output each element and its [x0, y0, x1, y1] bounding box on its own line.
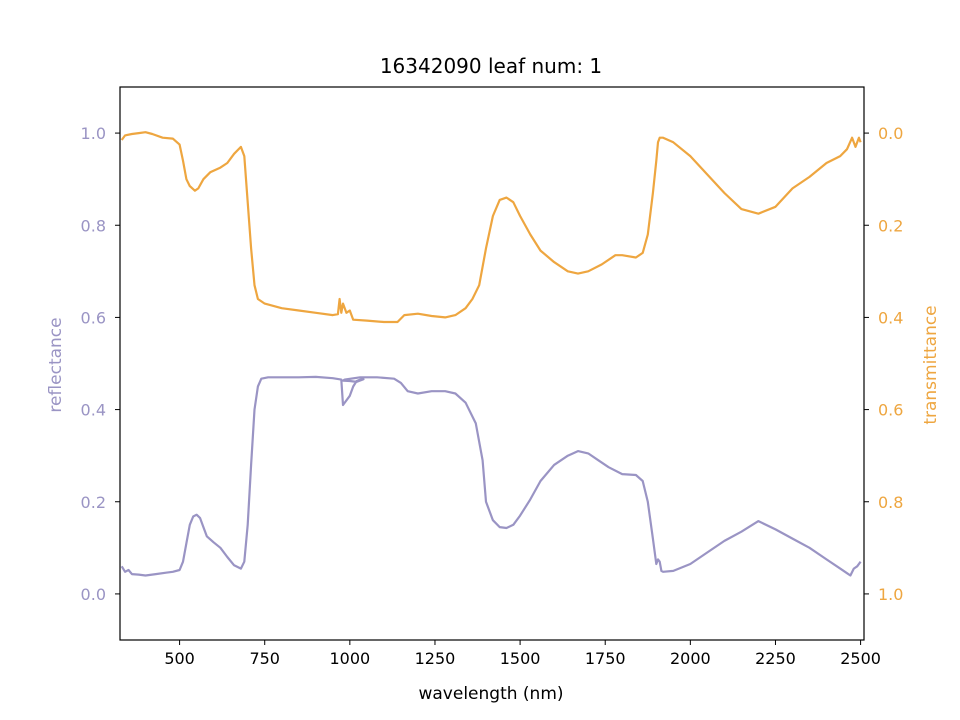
y-left-tick-label: 1.0: [81, 124, 106, 143]
y-right-tick-label: 1.0: [878, 585, 903, 604]
x-tick-label: 1750: [585, 649, 626, 668]
x-tick-label: 500: [164, 649, 195, 668]
chart-title: 16342090 leaf num: 1: [380, 54, 602, 78]
x-tick-label: 2500: [840, 649, 881, 668]
y-right-tick-label: 0.0: [878, 124, 903, 143]
x-tick-label: 1500: [500, 649, 541, 668]
x-tick-label: 1000: [329, 649, 370, 668]
y-axis-right-label: transmittance: [921, 305, 941, 424]
plot-lines: [120, 131, 862, 577]
y-axis-left: 0.0 0.2 0.4 0.6 0.8 1.0: [81, 124, 120, 604]
x-axis-label: wavelength (nm): [418, 684, 563, 704]
x-axis: 500 750 1000 1250 1500 1750 2000 2250 2500: [164, 640, 881, 668]
y-axis-left-label: reflectance: [46, 317, 66, 412]
x-tick-label: 750: [249, 649, 280, 668]
x-tick-label: 2250: [755, 649, 796, 668]
transmittance-line: [120, 131, 862, 324]
plot-frame: [119, 86, 865, 641]
y-right-tick-label: 0.4: [878, 308, 903, 327]
y-left-tick-label: 0.4: [81, 401, 106, 420]
x-tick-label: 1250: [415, 649, 456, 668]
x-tick-label: 2000: [670, 649, 711, 668]
y-left-tick-label: 0.0: [81, 585, 106, 604]
y-right-tick-label: 0.8: [878, 493, 903, 512]
y-left-tick-label: 0.8: [81, 216, 106, 235]
y-right-tick-label: 0.6: [878, 401, 903, 420]
y-left-tick-label: 0.2: [81, 493, 106, 512]
y-left-tick-label: 0.6: [81, 308, 106, 327]
y-right-tick-label: 0.2: [878, 216, 903, 235]
y-axis-right: 0.0 0.2 0.4 0.6 0.8 1.0: [864, 124, 903, 604]
reflectance-line: [120, 375, 862, 577]
